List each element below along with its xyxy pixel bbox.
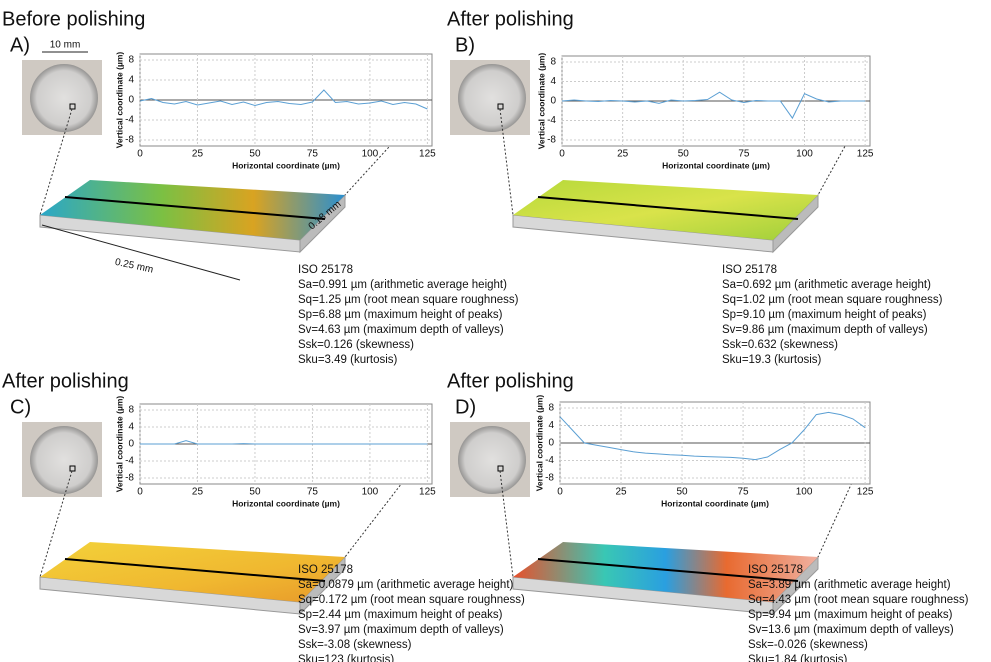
x-tick-label: 25 [192,149,204,160]
iso-title: ISO 25178 [298,564,353,576]
y-tick-label: -4 [545,455,554,466]
y-tick-label: -4 [125,115,134,126]
x-tick-label: 0 [559,149,565,160]
y-tick-label: 8 [128,55,134,66]
x-tick-label: 125 [857,149,874,160]
iso-parameter: Sv=4.63 µm (maximum depth of valleys) [298,324,504,336]
x-tick-label: 75 [738,487,750,498]
panel-letter: B) [455,34,475,56]
y-tick-label: 8 [128,405,134,416]
y-tick-label: 0 [550,96,556,107]
x-tick-label: 125 [419,149,436,160]
x-tick-label: 75 [738,149,750,160]
lens [30,64,98,132]
iso-parameter: Sp=2.44 µm (maximum height of peaks) [298,609,503,621]
iso-parameter: Ssk=0.126 (skewness) [298,339,414,351]
panel-letter: A) [10,34,30,56]
iso-parameter: Sv=13.6 µm (maximum depth of valleys) [748,624,954,636]
x-tick-label: 0 [137,149,143,160]
panel-heading: After polishing [447,8,574,30]
iso-parameter: Ssk=0.632 (skewness) [722,339,838,351]
iso-parameter: Sq=0.172 µm (root mean square roughness) [298,594,525,606]
y-tick-label: 8 [548,403,554,414]
x-axis-label: Horizontal coordinate (µm) [232,160,340,170]
y-tick-label: -8 [545,473,554,484]
iso-parameter: Sp=6.88 µm (maximum height of peaks) [298,309,503,321]
x-tick-label: 50 [676,487,688,498]
iso-parameter: Sp=9.10 µm (maximum height of peaks) [722,309,927,321]
x-tick-label: 125 [419,487,436,498]
x-tick-label: 100 [362,487,379,498]
iso-parameter: Sq=4.43 µm (root mean square roughness) [748,594,969,606]
x-tick-label: 25 [617,149,629,160]
y-axis-label: Vertical coordinate (µm) [114,52,124,149]
y-tick-label: -4 [547,115,556,126]
y-tick-label: -8 [547,135,556,146]
x-tick-label: 100 [362,149,379,160]
iso-title: ISO 25178 [298,264,353,276]
iso-parameter: Sa=0.0879 µm (arithmetic average height) [298,579,514,591]
lens [30,426,98,494]
scale-label: 10 mm [50,40,81,51]
y-axis-label: Vertical coordinate (µm) [536,53,546,150]
x-tick-label: 50 [678,149,690,160]
y-tick-label: 4 [128,422,134,433]
iso-title: ISO 25178 [748,564,803,576]
y-tick-label: 4 [548,420,554,431]
y-tick-label: -8 [125,473,134,484]
iso-parameter: Sq=1.02 µm (root mean square roughness) [722,294,943,306]
iso-parameter: Sa=3.89 µm (arithmetic average height) [748,579,951,591]
iso-parameter: Sv=3.97 µm (maximum depth of valleys) [298,624,504,636]
y-tick-label: 4 [550,76,556,87]
iso-title: ISO 25178 [722,264,777,276]
iso-parameter: Sku=19.3 (kurtosis) [722,354,822,366]
x-tick-label: 100 [796,149,813,160]
panel-heading: After polishing [447,370,574,392]
dim-x: 0.25 mm [114,257,154,276]
iso-parameter: Sku=123 (kurtosis) [298,654,394,662]
x-tick-label: 50 [249,149,261,160]
y-tick-label: 0 [128,439,134,450]
iso-parameter: Sa=0.991 µm (arithmetic average height) [298,279,507,291]
iso-parameter: Sv=9.86 µm (maximum depth of valleys) [722,324,928,336]
y-tick-label: -8 [125,135,134,146]
panel-heading: Before polishing [2,8,145,30]
y-axis-label: Vertical coordinate (µm) [114,396,124,493]
panel-heading: After polishing [2,370,129,392]
x-axis-label: Horizontal coordinate (µm) [232,498,340,508]
x-axis-label: Horizontal coordinate (µm) [661,498,769,508]
y-tick-label: -4 [125,456,134,467]
x-tick-label: 0 [557,487,563,498]
iso-parameter: Sa=0.692 µm (arithmetic average height) [722,279,931,291]
x-tick-label: 125 [857,487,874,498]
iso-parameter: Sp=9.94 µm (maximum height of peaks) [748,609,953,621]
iso-parameter: Sku=3.49 (kurtosis) [298,354,398,366]
y-tick-label: 0 [548,438,554,449]
x-tick-label: 25 [615,487,627,498]
y-axis-label: Vertical coordinate (µm) [534,395,544,492]
x-tick-label: 0 [137,487,143,498]
iso-parameter: Ssk=-3.08 (skewness) [298,639,412,651]
y-tick-label: 0 [128,95,134,106]
figure: Before polishingA)10 mm0.25 mm0.18 mmISO… [0,0,991,662]
y-tick-label: 8 [550,57,556,68]
x-tick-label: 75 [307,149,319,160]
panel-letter: D) [455,396,476,418]
x-tick-label: 75 [307,487,319,498]
iso-parameter: Ssk=-0.026 (skewness) [748,639,868,651]
lens [458,64,526,132]
panel-letter: C) [10,396,31,418]
x-tick-label: 100 [796,487,813,498]
iso-parameter: Sq=1.25 µm (root mean square roughness) [298,294,519,306]
x-axis-label: Horizontal coordinate (µm) [662,160,770,170]
y-tick-label: 4 [128,75,134,86]
x-tick-label: 50 [249,487,261,498]
lens [458,426,526,494]
iso-parameter: Sku=1.84 (kurtosis) [748,654,848,662]
x-tick-label: 25 [192,487,204,498]
